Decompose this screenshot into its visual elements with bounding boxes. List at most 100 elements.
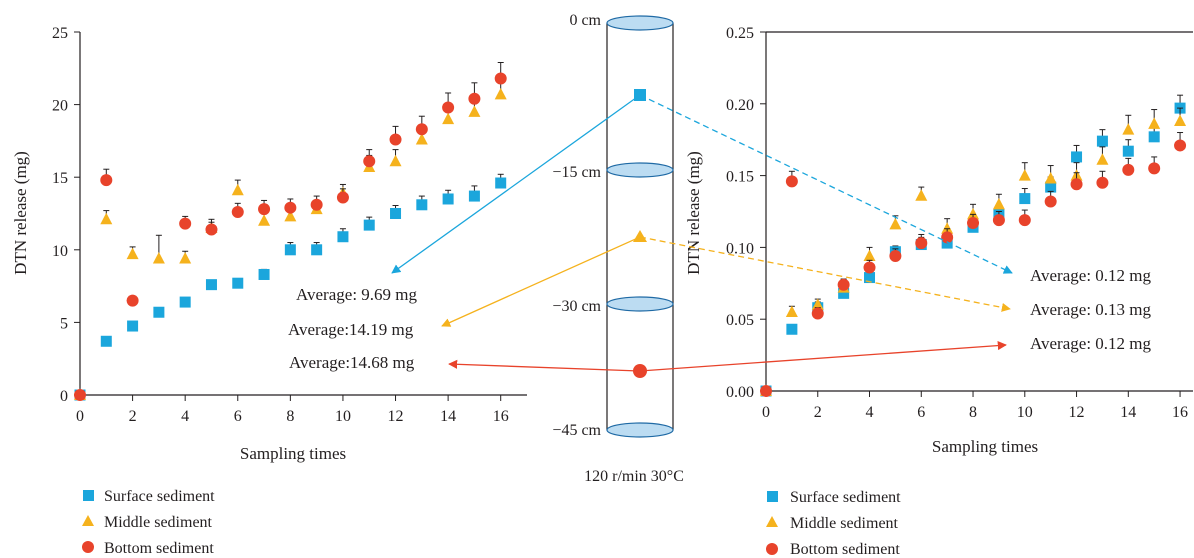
left-bottom-sediment-point (494, 72, 507, 85)
right-surface-sediment-point (1096, 135, 1108, 147)
left-bottom-sediment-point (74, 389, 86, 401)
column-ellipse-15 (606, 162, 674, 178)
right-middle-sediment-point (889, 217, 902, 230)
left-surface-sediment-point (127, 320, 139, 332)
annotation-right-middle: Average: 0.13 mg (1030, 300, 1152, 319)
left-bottom-sediment-point (100, 174, 113, 187)
left-bottom-sediment-point (389, 133, 402, 146)
left-middle-sediment-point (179, 252, 192, 264)
left-marks (74, 61, 507, 401)
left-y-axis-label: DTN release (mg) (11, 151, 30, 275)
right-y-tick-label: 0.25 (726, 25, 754, 42)
left-x-tick-label: 4 (181, 408, 189, 425)
right-bottom-sediment-point (1096, 176, 1109, 189)
left-surface-sediment-point (311, 244, 323, 256)
annotation-right-surface: Average: 0.12 mg (1030, 266, 1152, 285)
right-x-tick-label: 14 (1120, 404, 1136, 421)
left-bottom-sediment-point (415, 123, 428, 136)
left-ticks: 0 2 4 6 8 10 12 14 16 0 5 10 15 20 25 (52, 25, 509, 425)
right-bottom-sediment-point (915, 237, 928, 250)
right-middle-sediment-point (811, 298, 824, 310)
right-bottom-sediment-point (760, 385, 772, 397)
annotation-left-middle: Average:14.19 mg (288, 320, 414, 339)
left-middle-sediment-point (284, 209, 297, 222)
left-bottom-sediment-point (468, 92, 481, 105)
left-middle-sediment-point (442, 112, 455, 125)
right-surface-sediment-point (1148, 131, 1160, 143)
right-bottom-sediment-point (1070, 178, 1083, 191)
legend-left-bottom-marker (82, 541, 94, 553)
depth-label-30: −30 cm (552, 298, 601, 315)
left-bottom-sediment-point (336, 191, 349, 204)
left-bottom-sediment-point (258, 203, 271, 216)
right-x-tick-label: 8 (969, 404, 977, 421)
right-surface-sediment-point (786, 323, 798, 335)
annotation-left-surface: Average: 9.69 mg (296, 285, 418, 304)
right-bottom-sediment-point (1018, 214, 1031, 227)
legend-left: Surface sediment Middle sediment Bottom … (82, 488, 215, 557)
column-top-ellipse (606, 15, 674, 31)
right-middle-sediment-point (992, 197, 1005, 210)
right-middle-sediment-point (863, 249, 876, 262)
left-x-tick-label: 6 (234, 408, 242, 425)
legend-left-surface-marker (83, 490, 94, 501)
left-x-tick-label: 16 (493, 408, 509, 425)
arrow-middle-left (441, 236, 641, 327)
left-bottom-sediment-point (205, 223, 218, 236)
left-surface-sediment-point (337, 231, 349, 243)
depth-label-0: 0 cm (569, 12, 601, 29)
left-y-tick-label: 15 (52, 170, 68, 187)
right-bottom-sediment-point (1148, 162, 1161, 175)
right-surface-sediment-point (864, 272, 876, 284)
right-x-tick-label: 6 (917, 404, 925, 421)
right-middle-sediment-point (915, 189, 928, 201)
right-bottom-sediment-point (1174, 139, 1187, 152)
left-bottom-sediment-point (310, 198, 323, 211)
right-x-tick-label: 0 (762, 404, 770, 421)
right-chart: 0 2 4 6 8 10 12 14 16 0.00 0.05 0.10 0.15 0.20 0.25 Sa… (684, 25, 1193, 456)
legend-right-middle-marker (766, 516, 778, 527)
right-middle-sediment-point (785, 305, 798, 318)
right-x-tick-label: 16 (1172, 404, 1188, 421)
left-y-tick-label: 20 (52, 98, 68, 115)
left-surface-sediment-point (416, 199, 428, 211)
left-bottom-sediment-point (442, 101, 455, 114)
left-middle-sediment-point (100, 212, 113, 225)
right-ticks: 0 2 4 6 8 10 12 14 16 0.00 0.05 0.10 0.15 0.20 0.25 (726, 25, 1188, 421)
right-bottom-sediment-point (811, 307, 824, 320)
left-x-tick-label: 10 (335, 408, 351, 425)
right-x-tick-label: 10 (1017, 404, 1033, 421)
legend-left-middle-marker (82, 515, 94, 526)
left-x-tick-label: 14 (440, 408, 456, 425)
right-middle-sediment-point (1096, 153, 1109, 165)
right-middle-sediment-point (1148, 117, 1161, 129)
left-surface-sediment-point (153, 306, 165, 318)
left-y-tick-label: 5 (60, 315, 68, 332)
right-bottom-sediment-point (967, 216, 980, 229)
legend-right-surface-label: Surface sediment (790, 489, 901, 506)
left-middle-sediment-point (258, 214, 271, 226)
left-bottom-sediment-point (231, 206, 244, 219)
legend-left-bottom-label: Bottom sediment (104, 540, 214, 557)
left-chart: 0 2 4 6 8 10 12 14 16 0 5 10 15 20 25 Sampling times D… (11, 25, 527, 463)
right-bottom-sediment-point (889, 250, 902, 263)
left-bottom-sediment-point (179, 217, 192, 230)
right-y-tick-label: 0.20 (726, 97, 754, 114)
legend-left-middle-label: Middle sediment (104, 514, 213, 531)
left-y-tick-label: 0 (60, 388, 68, 405)
arrow-bottom-left (448, 359, 641, 372)
right-bottom-sediment-point (1044, 195, 1057, 208)
arrow-middle-right (639, 236, 1011, 312)
right-surface-sediment-point (1122, 145, 1134, 157)
left-middle-sediment-point (468, 105, 481, 117)
right-surface-sediment-point (1045, 181, 1057, 193)
column-surface-marker (634, 89, 646, 101)
legend-right-surface-marker (767, 491, 778, 502)
right-y-tick-label: 0.00 (726, 384, 754, 401)
left-surface-sediment-point (284, 244, 296, 256)
depth-label-15: −15 cm (552, 164, 601, 181)
left-x-tick-label: 12 (388, 408, 404, 425)
annotation-right-bottom: Average: 0.12 mg (1030, 334, 1152, 353)
left-middle-sediment-point (389, 154, 402, 167)
annotation-left-bottom: Average:14.68 mg (289, 353, 415, 372)
